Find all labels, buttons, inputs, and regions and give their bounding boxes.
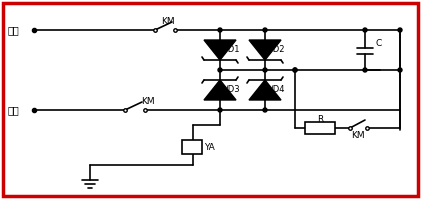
Text: C: C bbox=[375, 38, 381, 47]
Circle shape bbox=[293, 68, 297, 72]
Circle shape bbox=[218, 68, 222, 72]
Text: KM: KM bbox=[161, 18, 175, 26]
Circle shape bbox=[398, 68, 402, 72]
Circle shape bbox=[398, 28, 402, 32]
Text: R: R bbox=[317, 114, 323, 123]
Circle shape bbox=[263, 108, 267, 112]
Circle shape bbox=[293, 68, 297, 72]
Circle shape bbox=[263, 68, 267, 72]
Text: VD3: VD3 bbox=[223, 86, 241, 95]
Polygon shape bbox=[249, 80, 281, 100]
Text: KM: KM bbox=[351, 132, 365, 140]
FancyBboxPatch shape bbox=[305, 122, 335, 134]
Circle shape bbox=[218, 108, 222, 112]
Circle shape bbox=[363, 68, 367, 72]
FancyBboxPatch shape bbox=[182, 140, 202, 154]
Text: VD4: VD4 bbox=[268, 86, 286, 95]
Polygon shape bbox=[204, 80, 236, 100]
Text: YA: YA bbox=[204, 142, 215, 152]
Text: 交流: 交流 bbox=[8, 25, 20, 35]
Circle shape bbox=[363, 28, 367, 32]
Polygon shape bbox=[204, 40, 236, 60]
Circle shape bbox=[263, 28, 267, 32]
Text: KM: KM bbox=[141, 98, 155, 106]
Text: 直流: 直流 bbox=[8, 105, 20, 115]
Circle shape bbox=[218, 28, 222, 32]
Polygon shape bbox=[249, 40, 281, 60]
Text: VD2: VD2 bbox=[268, 46, 286, 54]
Text: VD1: VD1 bbox=[223, 46, 241, 54]
